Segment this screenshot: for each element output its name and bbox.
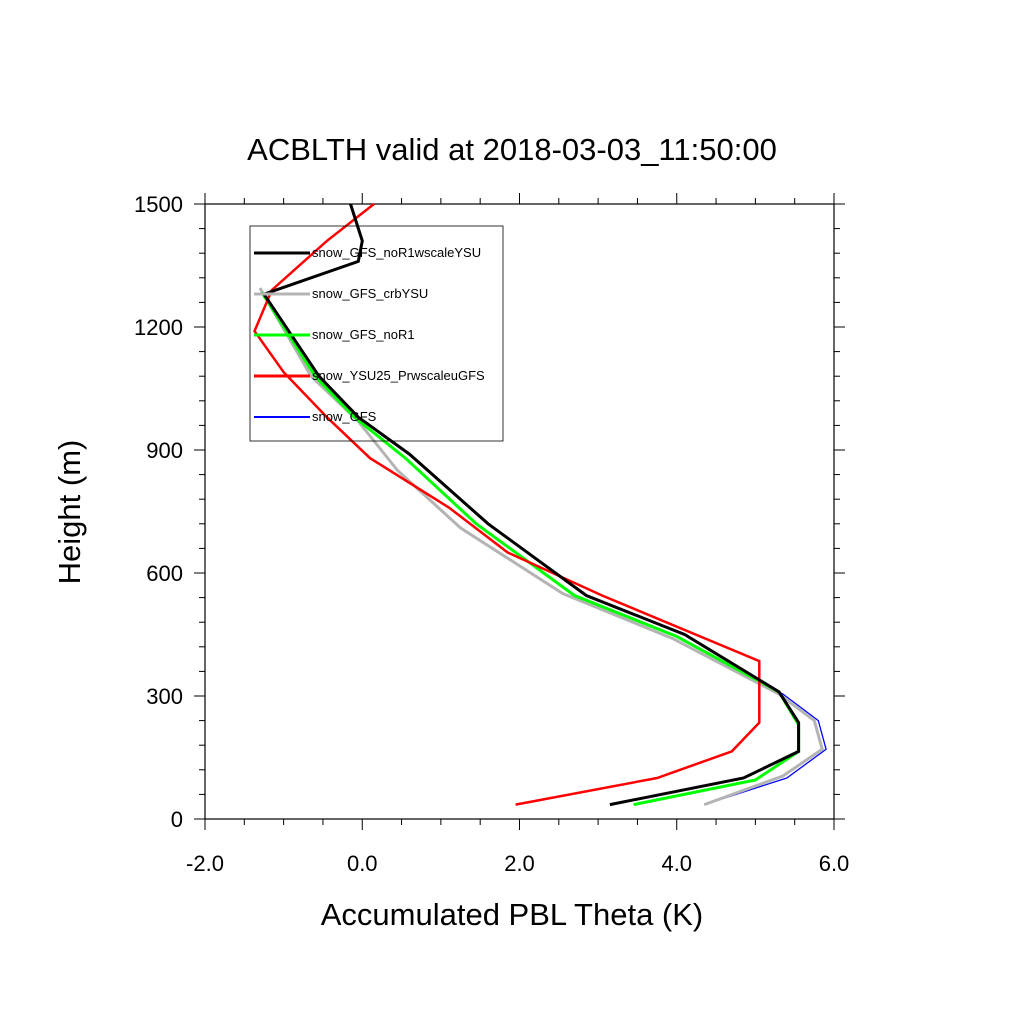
y-tick-label: 1200 bbox=[134, 315, 183, 340]
series-line-snow_GFS bbox=[259, 287, 827, 806]
legend-label: snow_GFS_noR1wscaleYSU bbox=[312, 245, 481, 260]
x-tick-label: 0.0 bbox=[347, 851, 378, 876]
chart-title: ACBLTH valid at 2018-03-03_11:50:00 bbox=[247, 132, 777, 167]
legend-label: snow_YSU25_PrwscaleuGFS bbox=[312, 368, 485, 383]
series-line-snow_YSU25_PrwscaleuGFS bbox=[253, 203, 761, 806]
x-tick-label: 6.0 bbox=[819, 851, 850, 876]
x-tick-label: 4.0 bbox=[661, 851, 692, 876]
legend-label: snow_GFS bbox=[312, 409, 377, 424]
x-tick-label: -2.0 bbox=[186, 851, 224, 876]
legend: snow_GFS_noR1wscaleYSU snow_GFS_crbYSUsno… bbox=[249, 225, 504, 442]
x-axis-label: Accumulated PBL Theta (K) bbox=[321, 897, 704, 932]
y-tick-label: 300 bbox=[146, 684, 183, 709]
x-tick-label: 2.0 bbox=[504, 851, 535, 876]
plot-frame bbox=[204, 203, 835, 820]
y-tick-label: 900 bbox=[146, 438, 183, 463]
plot-area: -2.0 0.0 2.0 4.0 6.0 0 300 600 900 1200 1500 bbox=[134, 192, 849, 876]
y-axis-label: Height (m) bbox=[52, 440, 87, 585]
y-tick-label: 1500 bbox=[134, 192, 183, 217]
legend-label: snow_GFS_noR1 bbox=[312, 327, 415, 342]
y-tick-label: 0 bbox=[171, 807, 183, 832]
series-line-snow_GFS_crbYSU bbox=[258, 287, 824, 807]
series-line-snow_GFS_noR1wscaleYSU bbox=[261, 203, 801, 807]
y-tick-label: 600 bbox=[146, 561, 183, 586]
legend-label: snow_GFS_crbYSU bbox=[312, 286, 428, 301]
legend-box bbox=[249, 225, 504, 442]
